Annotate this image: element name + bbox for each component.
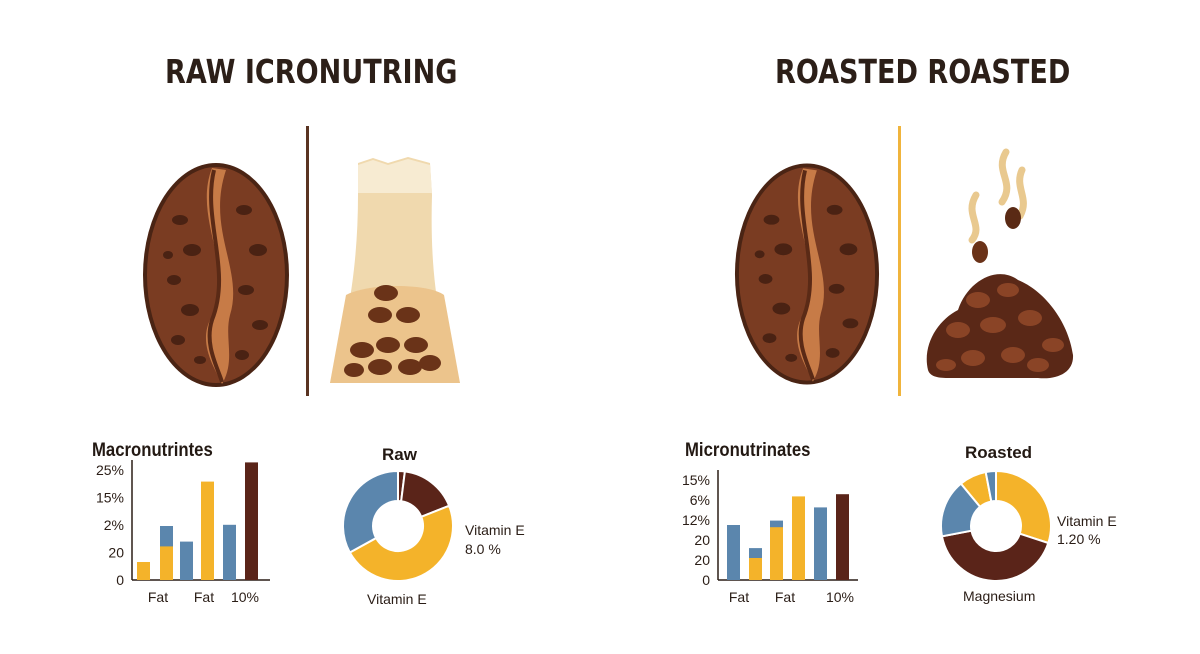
x-tick-label: Fat — [775, 589, 795, 605]
bar — [201, 481, 214, 580]
bar — [836, 494, 849, 580]
bar — [749, 558, 762, 580]
bar — [245, 462, 258, 580]
pie-slice — [348, 504, 454, 582]
y-tick-label: 20 — [694, 552, 710, 568]
x-tick-label: Fat — [194, 589, 214, 605]
roasted-grounds-icon — [926, 148, 1074, 379]
y-tick-label: 20 — [694, 532, 710, 548]
pie-slice — [342, 469, 399, 554]
bar — [137, 562, 150, 580]
x-tick-label: Fat — [148, 589, 168, 605]
donut-label-bottom: Magnesium — [963, 588, 1036, 604]
chart-title-micronutrients: Micronutrinates — [685, 440, 811, 461]
bar — [792, 496, 805, 580]
y-tick-label: 2% — [104, 517, 124, 533]
y-tick-label: 0 — [702, 572, 710, 588]
bar — [223, 524, 236, 580]
bar — [160, 546, 173, 580]
donut-label-vitamin-e: Vitamin E — [1057, 513, 1117, 529]
donut-label-value: 8.0 % — [465, 541, 501, 557]
title-roasted: ROASTED ROASTED — [775, 52, 1071, 91]
macronutrients-bar-chart: 25% 15% 2% 20 0 Fat Fat 10% — [96, 460, 270, 605]
bar — [727, 525, 740, 580]
pie-slice — [984, 469, 997, 503]
x-tick-label: Fat — [729, 589, 749, 605]
chart-title-macronutrients: Macronutrintes — [92, 440, 213, 461]
roasted-donut-chart — [940, 469, 1052, 582]
micronutrients-bar-chart: 15% 6% 12% 20 20 0 Fat Fat 10% — [682, 470, 858, 605]
y-tick-label: 6% — [690, 492, 710, 508]
pie-slice — [940, 529, 1050, 582]
coffee-bean-icon — [143, 163, 289, 387]
coffee-bean-icon — [734, 163, 880, 385]
y-tick-label: 12% — [682, 512, 710, 528]
title-raw: RAW ICRONUTRING — [165, 52, 458, 91]
bar — [180, 541, 193, 580]
bar — [814, 507, 827, 580]
donut-label-value: 1.20 % — [1057, 531, 1101, 547]
divider-left — [306, 126, 309, 396]
x-tick-label: 10% — [231, 589, 259, 605]
donut-title-raw: Raw — [382, 445, 417, 464]
divider-right — [898, 126, 901, 396]
raw-grain-cup-icon — [330, 157, 460, 383]
donut-title-roasted: Roasted — [965, 443, 1033, 462]
pie-slice — [995, 469, 1052, 545]
y-tick-label: 15% — [96, 490, 124, 506]
y-tick-label: 15% — [682, 472, 710, 488]
y-tick-label: 25% — [96, 462, 124, 478]
bar — [770, 527, 783, 580]
y-tick-label: 20 — [108, 545, 124, 561]
y-tick-label: 0 — [116, 572, 124, 588]
x-tick-label: 10% — [826, 589, 854, 605]
donut-label-vitamin-e: Vitamin E — [465, 522, 525, 538]
donut-label-bottom: Vitamin E — [367, 591, 427, 607]
raw-donut-chart — [342, 469, 454, 582]
